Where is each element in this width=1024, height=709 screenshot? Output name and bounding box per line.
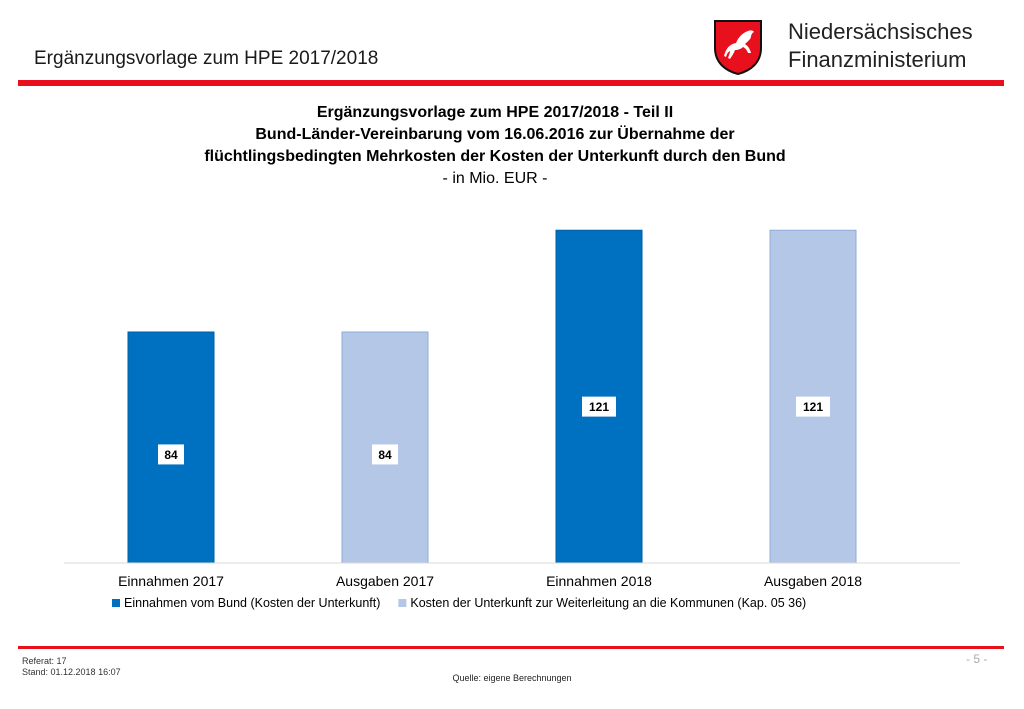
- footer-divider: [18, 646, 1004, 649]
- data-label-box-3: [582, 396, 616, 417]
- data-label-4: 121: [803, 400, 823, 414]
- category-label-1: Einnahmen 2017: [118, 573, 224, 589]
- data-label-box-4: [796, 396, 830, 417]
- legend-label-1: Einnahmen vom Bund (Kosten der Unterkunf…: [124, 596, 380, 610]
- bar-chart: 84 Einnahmen 2017 84 Ausgaben 2017 121 Einnah…: [64, 229, 960, 610]
- chart-title-line1: Ergänzungsvorlage zum HPE 2017/2018 - Te…: [316, 104, 674, 121]
- chart-unit: - in Mio. EUR -: [442, 170, 548, 187]
- lower-saxony-horse-crest-icon: [712, 18, 764, 76]
- footer-info: Referat: 17 Stand: 01.12.2018 16:07: [22, 656, 121, 678]
- legend-swatch-2: [398, 599, 407, 607]
- data-label-2: 84: [378, 448, 392, 462]
- data-label-3: 121: [589, 400, 609, 414]
- data-label-box-1: [158, 444, 184, 465]
- source-note: Quelle: eigene Berechnungen: [452, 673, 572, 683]
- stand-label: Stand: 01.12.2018 16:07: [22, 667, 121, 677]
- data-label-box-2: [372, 444, 398, 465]
- chart-title-line2: Bund-Länder-Vereinbarung vom 16.06.2016 …: [255, 126, 735, 143]
- category-label-4: Ausgaben 2018: [764, 573, 862, 589]
- category-label-2: Ausgaben 2017: [336, 573, 434, 589]
- legend-label-2: Kosten der Unterkunft zur Weiterleitung …: [410, 596, 806, 610]
- chart-title-line3: flüchtlingsbedingten Mehrkosten der Kost…: [204, 148, 786, 165]
- organization-name-line2: Finanzministerium: [788, 47, 967, 72]
- organization-name-line1: Niedersächsisches: [788, 19, 973, 44]
- data-label-1: 84: [164, 448, 178, 462]
- referat-label: Referat: 17: [22, 656, 67, 666]
- category-label-3: Einnahmen 2018: [546, 573, 652, 589]
- organization-name: Niedersächsisches Finanzministerium: [788, 18, 973, 74]
- page-number: - 5 -: [966, 652, 988, 666]
- header-divider: [18, 80, 1004, 86]
- slide-title: Ergänzungsvorlage zum HPE 2017/2018: [34, 48, 379, 69]
- legend-swatch-1: [112, 599, 120, 607]
- chart-title: Ergänzungsvorlage zum HPE 2017/2018 - Te…: [100, 102, 890, 190]
